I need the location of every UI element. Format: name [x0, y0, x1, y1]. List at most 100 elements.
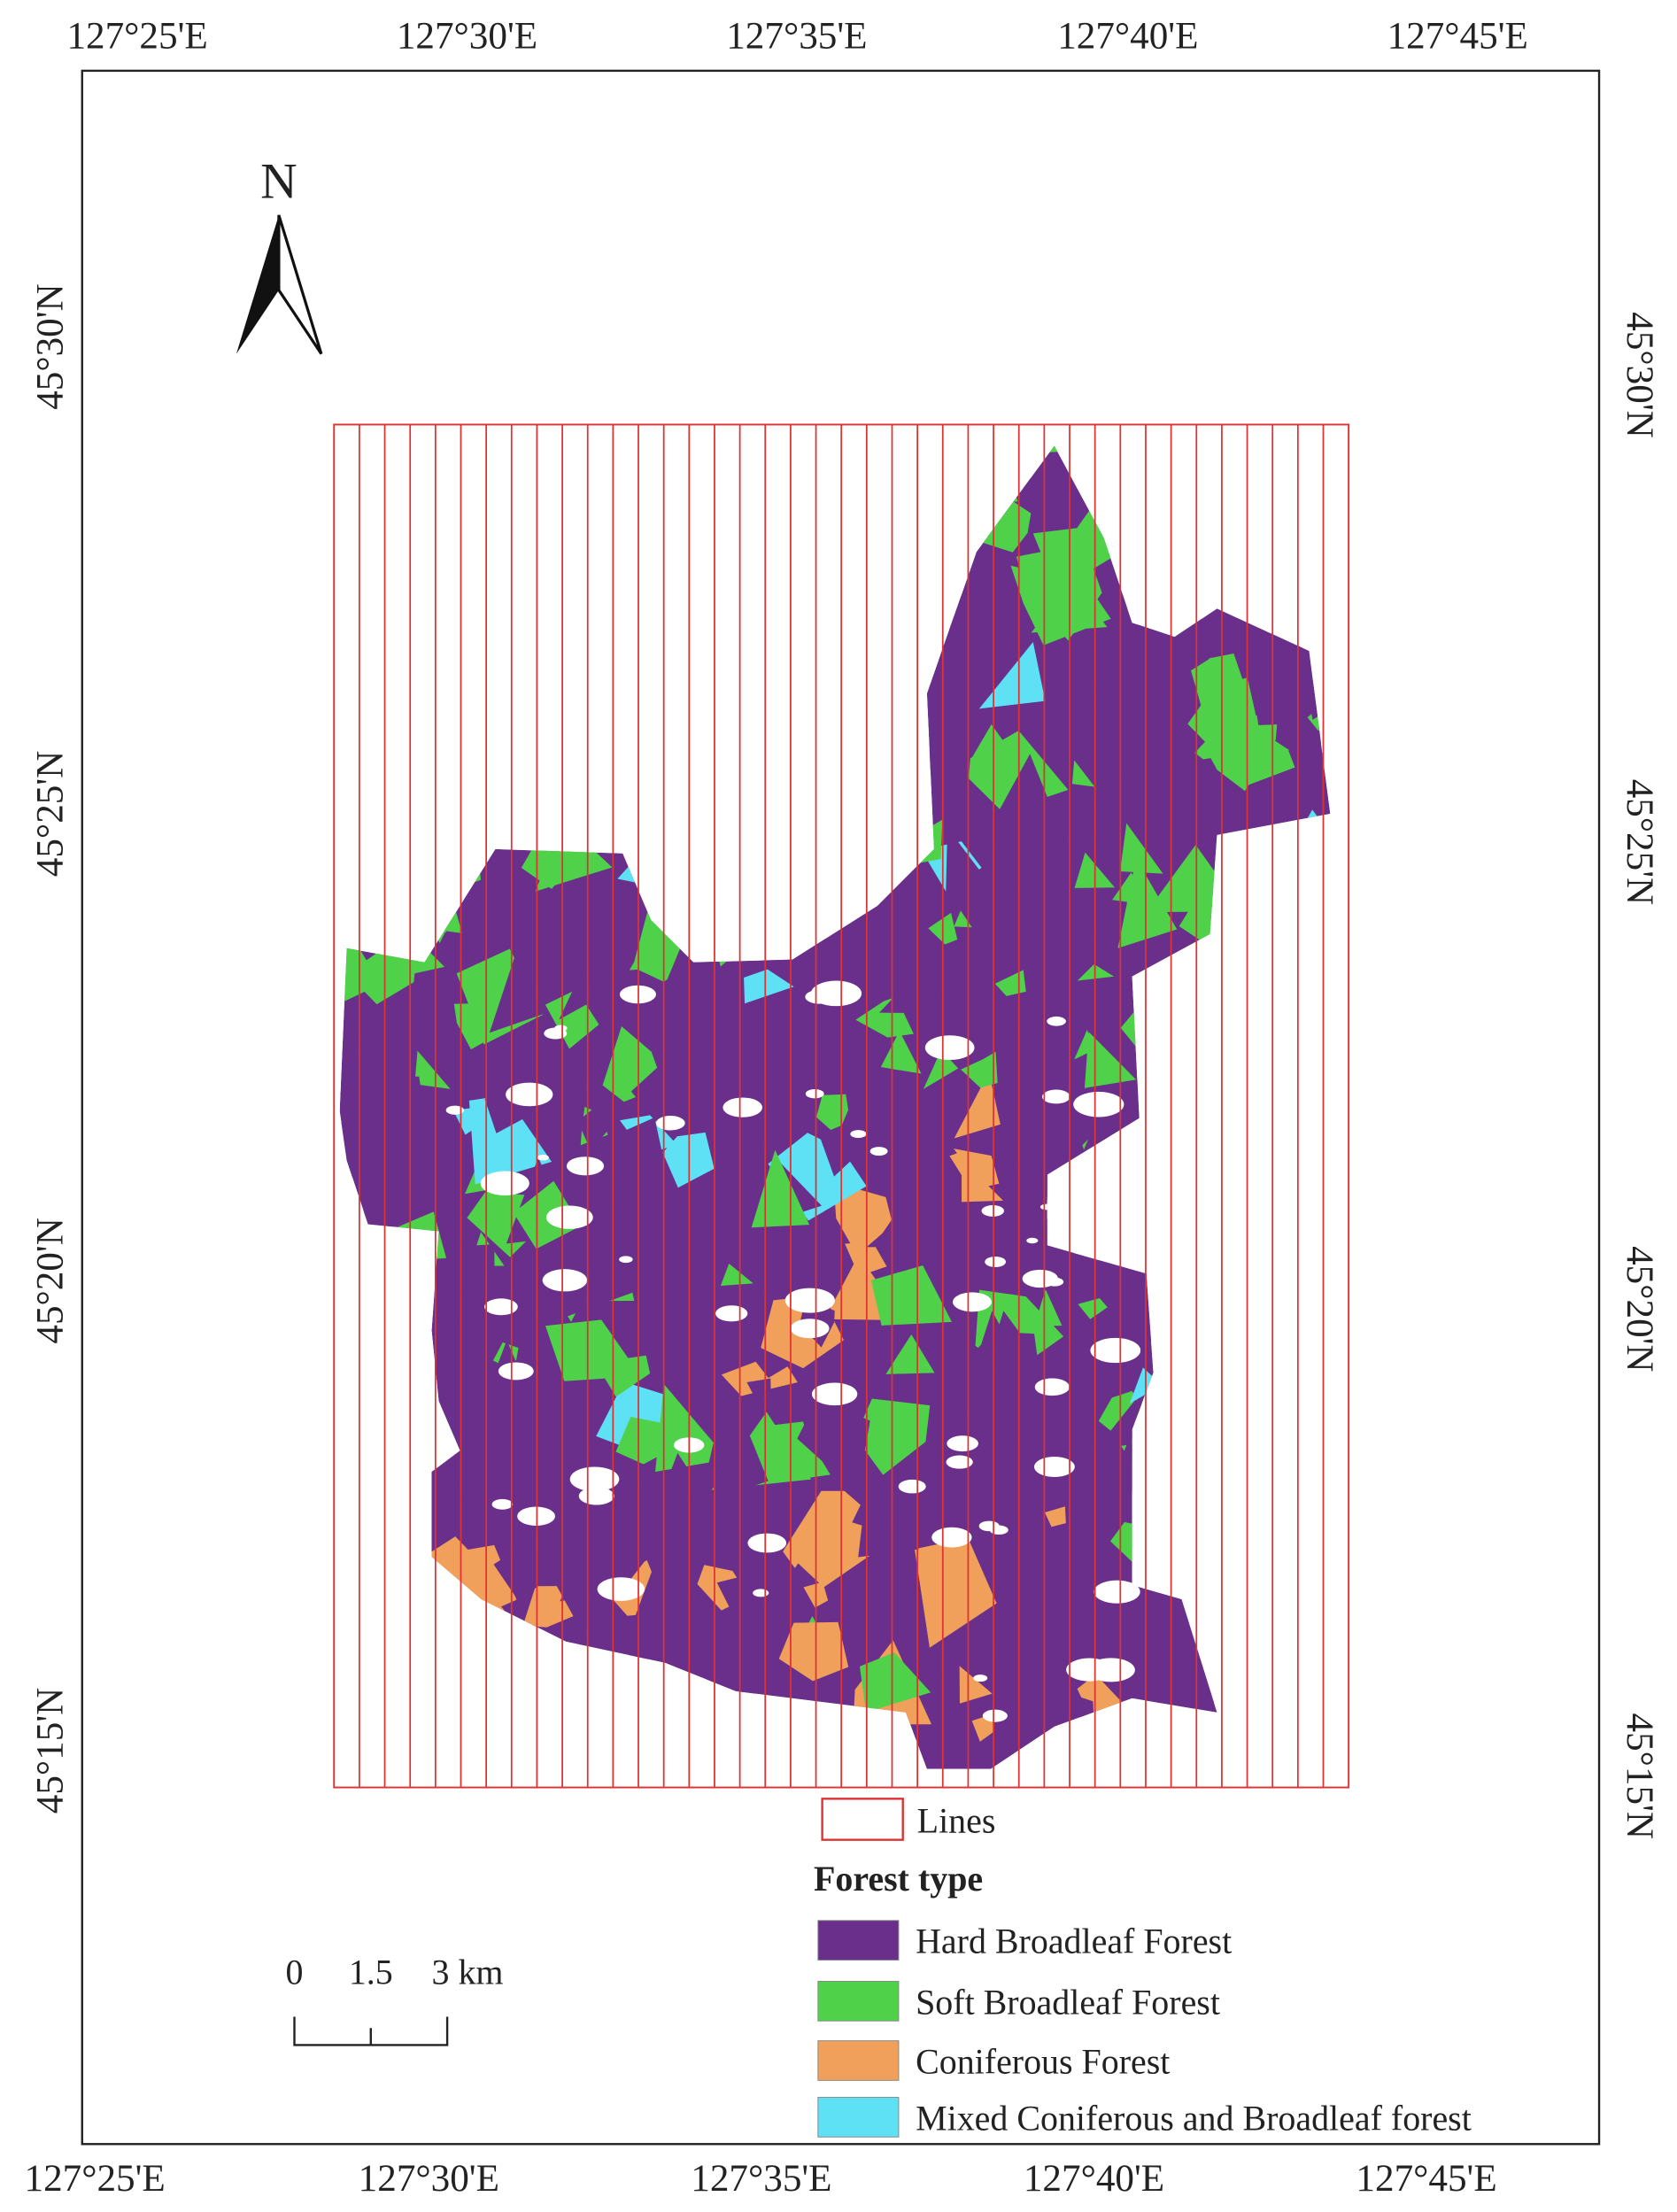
forest-patch [675, 445, 741, 478]
forest-patch [634, 1544, 705, 1621]
legend-label: Coniferous Forest [916, 2041, 1170, 2081]
forest-patch [599, 1689, 643, 1720]
north-arrow [277, 214, 323, 355]
forest-patch [1193, 1024, 1267, 1087]
forest-gap [790, 1319, 830, 1339]
forest-patch [393, 1736, 494, 1769]
forest-patch [1256, 1558, 1301, 1607]
forest-gap [445, 1105, 465, 1115]
forest-patch [767, 909, 807, 949]
forest-patch [669, 827, 728, 882]
left-coord-label: 45°30'N [29, 283, 71, 409]
legend-swatch [817, 1920, 900, 1961]
forest-gap [498, 1362, 534, 1381]
forest-gap [1034, 1378, 1070, 1396]
forest-patch [882, 445, 971, 544]
right-coord-label: 45°20'N [1619, 1246, 1660, 1372]
forest-patch [870, 534, 937, 579]
forest-gap [480, 1171, 529, 1196]
forest-patch [636, 460, 675, 510]
forest-patch [1224, 1046, 1294, 1112]
forest-patch [810, 696, 885, 755]
forest-patch [489, 957, 544, 1033]
forest-patch [598, 557, 633, 578]
forest-patch [575, 570, 622, 603]
forest-patch [468, 1094, 553, 1185]
forest-patch [939, 470, 994, 511]
forest-patch [905, 593, 977, 661]
forest-patch [630, 689, 664, 733]
forest-patch [723, 715, 753, 749]
forest-patch [392, 1578, 426, 1610]
forest-patch [383, 857, 462, 933]
forest-patch [963, 723, 1030, 778]
forest-patch [978, 641, 1046, 709]
forest-patch [535, 822, 613, 892]
forest-patch [1164, 1019, 1231, 1082]
forest-gap [1066, 1658, 1113, 1682]
forest-patch [630, 1056, 715, 1133]
forest-gap [1047, 1016, 1066, 1026]
top-coord-label: 127°35'E [726, 15, 867, 57]
forest-gap [619, 1256, 633, 1264]
forest-patch [875, 565, 956, 655]
forest-patch [1231, 1308, 1252, 1342]
forest-patch [441, 735, 506, 776]
forest-patch [1233, 1599, 1263, 1636]
forest-patch [1117, 858, 1178, 948]
forest-patch [900, 819, 943, 865]
forest-patch [954, 1071, 1001, 1139]
forest-patch [448, 812, 480, 842]
bottom-coord-label: 127°25'E [25, 2158, 166, 2200]
forest-patch [838, 526, 908, 594]
bottom-coord-label: 127°45'E [1356, 2158, 1496, 2200]
forest-patch [1250, 1052, 1305, 1123]
forest-patch [638, 1713, 678, 1761]
forest-patch [924, 742, 972, 795]
forest-patch [858, 1477, 919, 1558]
forest-gap [947, 1435, 978, 1452]
top-coord-label: 127°25'E [66, 15, 207, 57]
forest-patch [399, 615, 446, 655]
forest-patch [917, 1136, 957, 1167]
forest-patch [833, 1182, 892, 1265]
forest-patch [522, 1586, 574, 1628]
forest-patch [1101, 445, 1129, 476]
forest-patch [744, 550, 814, 628]
forest-patch [383, 829, 414, 864]
forest-gap [747, 1533, 787, 1553]
forest-patch [630, 1475, 705, 1566]
forest-patch [1185, 1133, 1244, 1181]
forest-patch [734, 504, 792, 590]
forest-patch [1281, 936, 1313, 969]
forest-patch [396, 1735, 460, 1769]
forest-patch [879, 981, 936, 1014]
forest-gap [805, 989, 833, 1004]
forest-patch [877, 445, 972, 499]
forest-patch [435, 670, 519, 742]
forest-patch [545, 1319, 641, 1381]
forest-patch [1308, 975, 1331, 1062]
legend-title: Forest type [814, 1859, 983, 1899]
forest-patch [604, 705, 646, 737]
forest-patch [848, 803, 911, 865]
forest-gap [484, 1298, 518, 1316]
left-coord-label: 45°25'N [29, 751, 71, 877]
forest-patch [1228, 445, 1305, 493]
forest-patch [943, 1147, 1000, 1190]
forest-patch [885, 1334, 935, 1374]
forest-patch [752, 787, 869, 858]
forest-patch [716, 1570, 767, 1628]
legend-lines-swatch [821, 1798, 904, 1841]
forest-gap [924, 1035, 975, 1061]
forest-patch [1078, 1298, 1108, 1319]
forest-patch [858, 542, 880, 566]
forest-patch [717, 652, 792, 695]
forest-patch [993, 754, 1074, 883]
forest-patch [368, 1645, 411, 1677]
forest-patch [672, 1766, 699, 1769]
forest-patch [1221, 1697, 1278, 1735]
forest-patch [1117, 610, 1217, 694]
